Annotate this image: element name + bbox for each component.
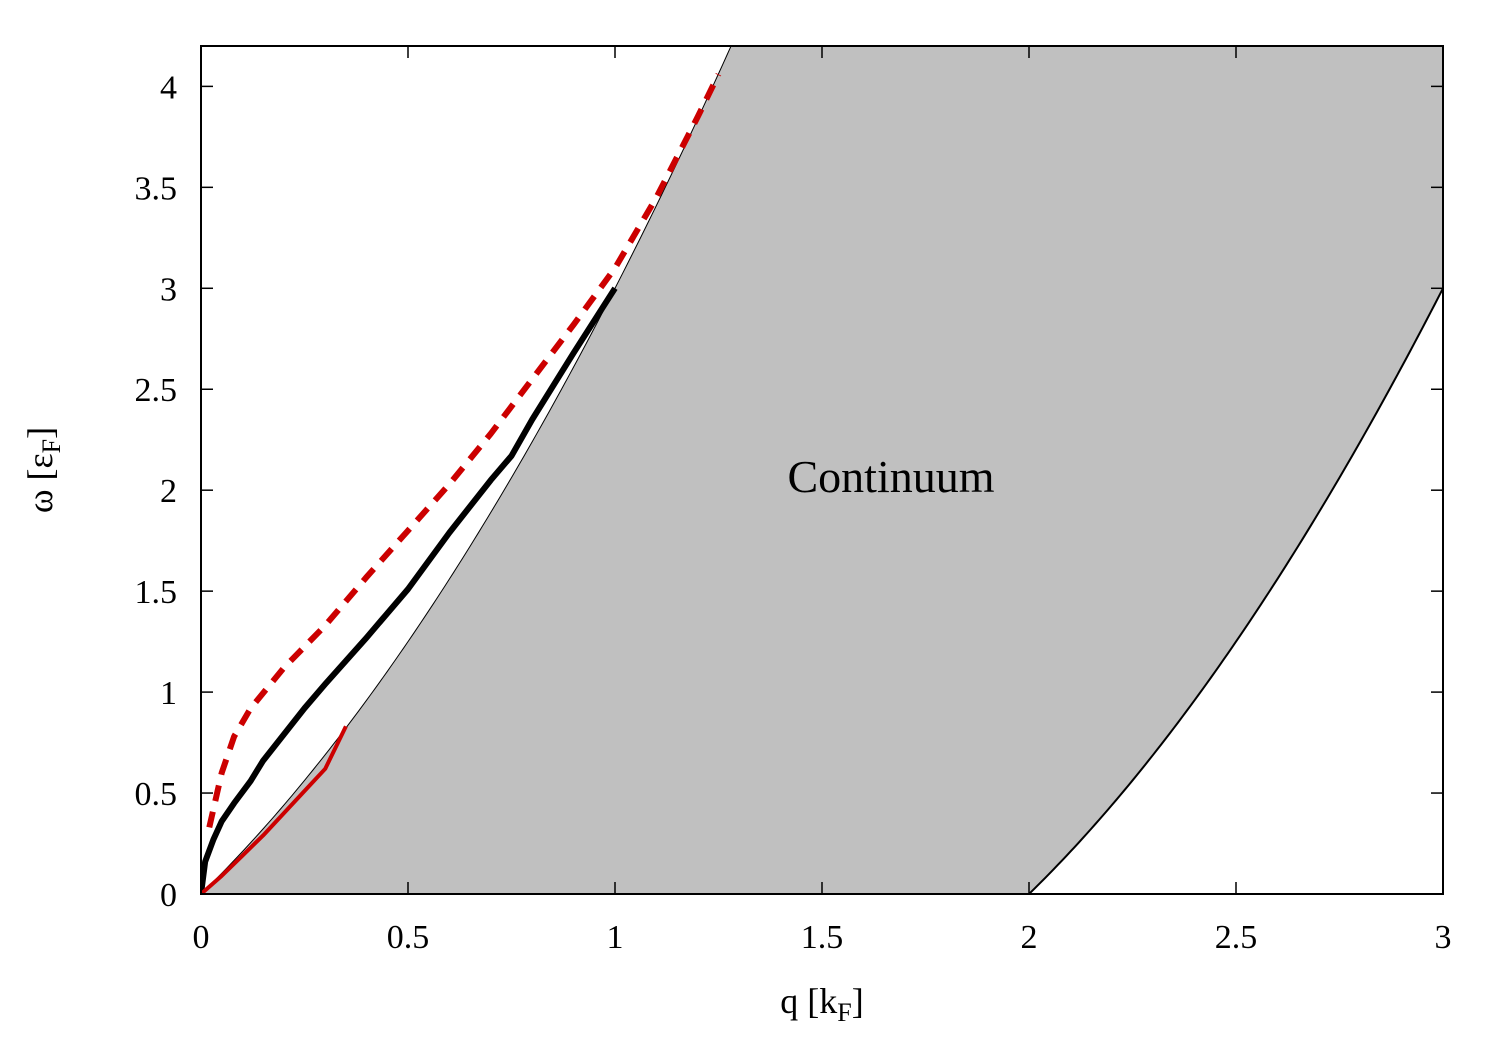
x-axis-label-main: q [k	[780, 981, 837, 1021]
continuum-region	[201, 46, 1443, 894]
y-tick-label: 4	[160, 69, 177, 106]
y-tick-label: 2.5	[135, 372, 178, 409]
y-axis-label-close: ]	[20, 427, 60, 439]
y-tick-label: 0.5	[135, 776, 178, 813]
continuum-upper-boundary	[201, 46, 732, 894]
series-line-1	[201, 286, 618, 894]
x-tick-label: 2.5	[1215, 919, 1258, 956]
y-tick-label: 0	[160, 877, 177, 914]
tick-layer: 0 0.5 1 1.5 2 2.5 3 0 0.5 1 1.5 2 2.5 3 3.5 4	[135, 46, 1452, 956]
x-axis-label-sub: F	[837, 998, 851, 1027]
y-axis-label: ω [εF]	[20, 427, 66, 513]
x-axis-label: q [kF]	[780, 981, 863, 1027]
y-axis-label-main: ω [ε	[20, 453, 60, 513]
series-layer	[201, 72, 722, 894]
x-tick-label: 2	[1021, 919, 1038, 956]
y-tick-label: 3.5	[135, 170, 178, 207]
x-axis-label-close: ]	[852, 981, 864, 1021]
x-tick-label: 1.5	[801, 919, 844, 956]
series-line-2	[206, 72, 722, 829]
y-tick-label: 1	[160, 675, 177, 712]
x-tick-label: 1	[607, 919, 624, 956]
y-tick-label: 3	[160, 271, 177, 308]
x-tick-label: 3	[1435, 919, 1452, 956]
y-tick-label: 1.5	[135, 574, 178, 611]
x-tick-label: 0.5	[387, 919, 430, 956]
x-tick-label: 0	[193, 919, 210, 956]
y-tick-label: 2	[160, 473, 177, 510]
series-line-3	[201, 725, 348, 894]
continuum-lower-boundary	[1028, 287, 1443, 894]
continuum-fill	[201, 46, 1443, 894]
continuum-annotation: Continuum	[787, 451, 994, 502]
y-axis-label-sub: F	[37, 439, 66, 453]
